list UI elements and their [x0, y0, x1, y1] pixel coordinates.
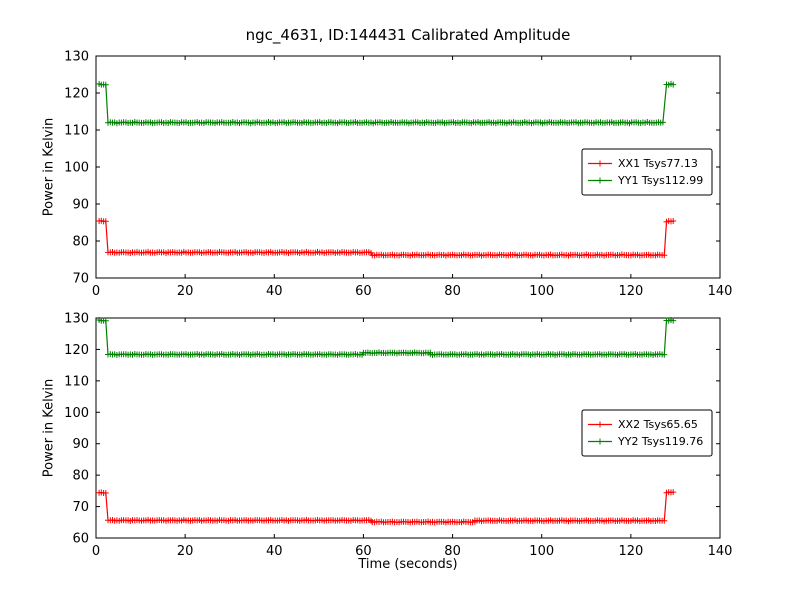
x-tick-label: 20 — [177, 284, 194, 299]
y-tick-label: 70 — [72, 500, 89, 515]
x-tick-label: 80 — [444, 284, 461, 299]
series-line-YY1 — [98, 83, 674, 124]
y-tick-label: 110 — [64, 374, 89, 389]
x-tick-label: 140 — [708, 284, 733, 299]
y-tick-label: 110 — [64, 124, 89, 139]
subplot-1: 0 20 40 60 80 100 120 140 70 80 90 100 110 120 130 XX1 … — [64, 50, 732, 300]
y-tick-label: 60 — [72, 532, 89, 547]
y-tick-label: 130 — [64, 50, 89, 65]
x-tick-label: 60 — [355, 284, 372, 299]
x-tick-label: 20 — [177, 544, 194, 559]
y-tick-label: 120 — [64, 343, 89, 358]
y-tick-label: 80 — [72, 235, 89, 250]
series-line-XX1 — [99, 220, 674, 257]
series-markers-YY2 — [96, 317, 677, 358]
legend-label: XX2 Tsys65.65 — [618, 418, 698, 431]
legend: XX1 Tsys77.13 YY1 Tsys112.99 — [581, 148, 713, 196]
subplot-2: 0 20 40 60 80 100 120 140 60 70 80 90 100 110 120 130 XX… — [64, 312, 732, 560]
legend-label: XX1 Tsys77.13 — [618, 157, 698, 170]
series-line-YY2 — [98, 319, 674, 356]
x-tick-label: 80 — [444, 544, 461, 559]
x-tick-label: 140 — [708, 544, 733, 559]
series-markers-YY1 — [96, 80, 677, 127]
legend-label: YY1 Tsys112.99 — [617, 174, 703, 187]
x-tick-label: 60 — [355, 544, 372, 559]
series-markers-XX1 — [96, 217, 677, 259]
y-tick-label: 120 — [64, 87, 89, 102]
legend-label: YY2 Tsys119.76 — [617, 435, 703, 448]
x-tick-label: 120 — [618, 284, 643, 299]
figure-title: ngc_4631, ID:144431 Calibrated Amplitude — [245, 26, 571, 44]
x-tick-label: 0 — [92, 284, 100, 299]
legend-box — [581, 148, 713, 196]
x-tick-label: 100 — [529, 544, 554, 559]
y-tick-label: 130 — [64, 312, 89, 327]
y-tick-label: 80 — [72, 469, 89, 484]
x-tick-label: 100 — [529, 284, 554, 299]
y-tick-label: 100 — [64, 161, 89, 176]
legend-marker-plus — [597, 421, 603, 428]
legend-marker-plus — [597, 438, 603, 445]
x-tick-label: 120 — [618, 544, 643, 559]
y-tick-label: 90 — [72, 198, 89, 213]
x-tick-label: 40 — [266, 544, 283, 559]
y-tick-label: 90 — [72, 437, 89, 452]
y-tick-label: 100 — [64, 406, 89, 421]
y-tick-label: 70 — [72, 272, 89, 287]
x-tick-label: 40 — [266, 284, 283, 299]
series-markers-XX2 — [96, 489, 677, 526]
legend-box — [581, 409, 713, 457]
x-tick-label: 0 — [92, 544, 100, 559]
axes-frame — [95, 317, 721, 539]
series-line-XX2 — [99, 491, 674, 524]
legend-marker-plus — [597, 177, 603, 184]
legend-marker-plus — [597, 160, 603, 167]
legend: XX2 Tsys65.65 YY2 Tsys119.76 — [581, 409, 713, 457]
x-axis-label: Time (seconds) — [358, 557, 458, 572]
